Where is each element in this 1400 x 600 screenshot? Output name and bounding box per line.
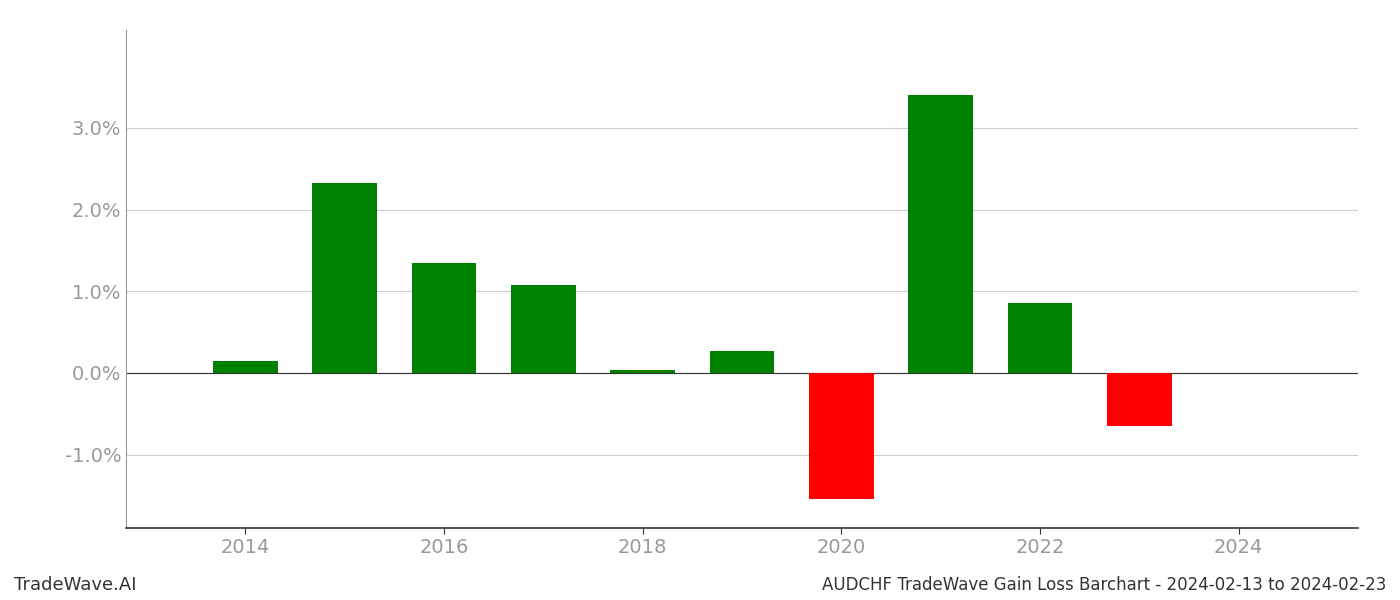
Bar (710, 351, 774, 373)
Bar (511, 285, 575, 373)
Text: AUDCHF TradeWave Gain Loss Barchart - 2024-02-13 to 2024-02-23: AUDCHF TradeWave Gain Loss Barchart - 20… (822, 576, 1386, 594)
Bar (213, 361, 277, 373)
Text: TradeWave.AI: TradeWave.AI (14, 576, 137, 594)
Bar (1008, 304, 1072, 373)
Bar (412, 263, 476, 373)
Bar (1107, 373, 1172, 426)
Bar (312, 184, 377, 373)
Bar (610, 370, 675, 373)
Bar (809, 373, 874, 499)
Bar (909, 95, 973, 373)
